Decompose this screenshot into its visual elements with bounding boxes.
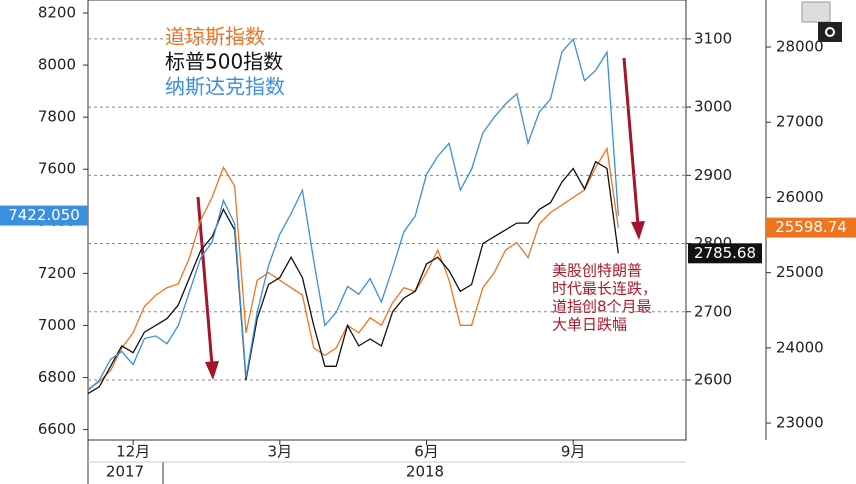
icon [825, 27, 835, 37]
series-line [87, 146, 619, 390]
value-tag-label: 7422.050 [8, 206, 80, 224]
y3-tick-label: 23000 [776, 414, 824, 432]
annotation-line: 美股创特朗普 [552, 262, 642, 280]
y-tick-label: 7600 [38, 160, 76, 178]
toolbar [801, 1, 842, 42]
value-tag [766, 217, 856, 238]
series-line [87, 37, 619, 391]
x-tick-label: 9月 [561, 443, 586, 461]
value-tag [688, 243, 762, 264]
y-tick-label: 7200 [38, 264, 76, 282]
year-label: 2018 [406, 463, 444, 481]
x-tick-label: 3月 [268, 443, 293, 461]
y2-tick-label: 2900 [694, 166, 732, 184]
legend-entry: 道琼斯指数 [165, 25, 265, 49]
y-tick-label: 7800 [38, 108, 76, 126]
x-tick-label: 12月 [116, 443, 150, 461]
y2-tick-label: 3000 [694, 98, 732, 116]
y-tick-label: 8000 [38, 56, 76, 74]
series-line [87, 160, 619, 395]
value-tag-label: 2785.68 [694, 244, 756, 262]
y3-tick-label: 26000 [776, 188, 824, 206]
y-tick-label: 6800 [38, 368, 76, 386]
legend-entry: 标普500指数 [165, 50, 283, 74]
y2-tick-label: 2700 [694, 302, 732, 320]
annotation-line: 道指创8个月最 [552, 298, 652, 316]
toolbar-button[interactable] [801, 1, 831, 23]
y-tick-label: 7000 [38, 316, 76, 334]
year-label: 2017 [106, 463, 144, 481]
annotation-line: 大单日跌幅 [552, 316, 627, 334]
y-tick-label: 8200 [38, 4, 76, 22]
y2-tick-label: 2600 [694, 370, 732, 388]
y3-tick-label: 27000 [776, 113, 824, 131]
toolbar-button[interactable] [818, 22, 842, 42]
y-tick-label: 6600 [38, 420, 76, 438]
y2-tick-label: 3100 [694, 29, 732, 47]
y3-tick-label: 28000 [776, 38, 824, 56]
value-tag [0, 205, 88, 226]
arrow [196, 57, 645, 380]
x-tick-label: 6月 [414, 443, 439, 461]
annotation-line: 时代最长连跌， [552, 280, 657, 298]
legend-entry: 纳斯达克指数 [165, 75, 285, 99]
value-tag-label: 25598.74 [775, 218, 847, 236]
y3-tick-label: 25000 [776, 263, 824, 281]
y3-tick-label: 24000 [776, 338, 824, 356]
